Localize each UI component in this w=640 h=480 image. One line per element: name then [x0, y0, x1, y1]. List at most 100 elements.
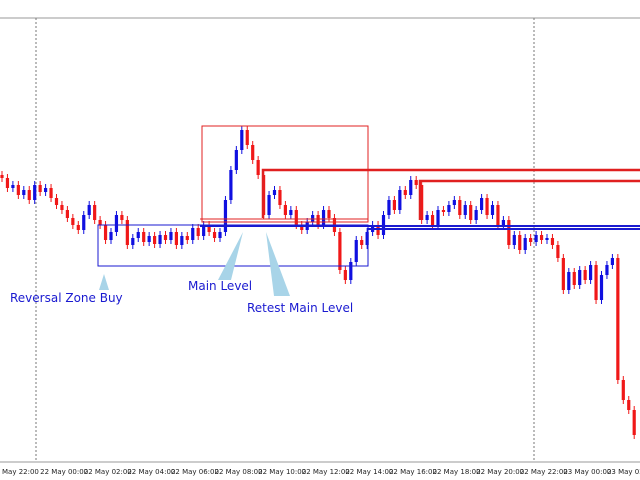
candle-body: [349, 262, 353, 280]
candle-body: [616, 258, 620, 380]
candle-body: [594, 265, 598, 300]
candle-body: [54, 198, 59, 205]
candle-body: [300, 225, 304, 230]
candle-body: [283, 205, 287, 215]
callout: [218, 232, 243, 280]
candle-body: [599, 275, 604, 300]
candle-body: [147, 236, 151, 242]
candle-body: [196, 228, 200, 236]
candle-body: [60, 205, 64, 210]
candle-body: [518, 235, 522, 250]
x-tick-label: 22 May 06:00: [171, 468, 219, 476]
x-tick-label: 22 May 18:00: [433, 468, 481, 476]
candle-body: [534, 235, 538, 242]
candle-body: [490, 205, 495, 215]
candle-body: [561, 258, 565, 290]
candle-body: [605, 265, 609, 275]
candle-body: [436, 210, 440, 225]
callout: [266, 232, 290, 296]
candle-body: [267, 195, 271, 215]
candle-body: [22, 190, 26, 195]
candle-body: [572, 272, 576, 285]
candle-body: [441, 210, 446, 212]
candle-body: [16, 185, 20, 195]
candle-body: [556, 245, 560, 258]
candle-body: [71, 218, 75, 225]
candle-body: [142, 232, 146, 242]
candle-body: [321, 210, 326, 225]
candle-body: [98, 220, 102, 225]
candle-body: [93, 205, 97, 220]
candle-body: [223, 200, 228, 232]
candle-body: [218, 232, 222, 238]
candle-body: [496, 205, 500, 225]
candle-body: [480, 198, 484, 210]
candle-body: [185, 236, 189, 240]
level-line: [418, 179, 640, 220]
annotation: Reversal Zone Buy: [10, 291, 123, 305]
candle-body: [278, 190, 282, 205]
candle-body: [82, 215, 86, 230]
candle-body: [512, 235, 516, 245]
x-tick-label: 22 May 16:00: [389, 468, 437, 476]
candle-body: [212, 232, 217, 238]
candle-body: [632, 410, 636, 435]
candle-body: [174, 232, 178, 245]
candle-body: [131, 238, 135, 245]
level-line: [261, 168, 640, 218]
candle-body: [180, 236, 184, 245]
annotation: Retest Main Level: [247, 301, 353, 315]
callout: [99, 274, 109, 290]
candle-body: [38, 185, 42, 192]
candle-body: [245, 130, 249, 145]
candle-body: [251, 145, 255, 160]
x-tick-label: 23 May 00:00: [563, 468, 611, 476]
candle-body: [87, 205, 91, 215]
candle-body: [578, 270, 582, 285]
candle-body: [430, 215, 435, 225]
candle-body: [27, 190, 31, 200]
candle-body: [550, 238, 555, 245]
candle-body: [354, 240, 358, 262]
candle-body: [507, 220, 511, 245]
candle-body: [0, 175, 4, 178]
x-tick-label: 23 May 02:00: [607, 468, 640, 476]
candle-body: [327, 210, 331, 218]
candle-body: [65, 210, 69, 218]
candles: [0, 126, 636, 439]
annotation: Main Level: [188, 279, 252, 293]
candle-body: [158, 235, 162, 244]
candle-body: [229, 170, 233, 200]
x-tick-label: 22 May 04:00: [127, 468, 175, 476]
x-tick-label: 22 May 22:00: [520, 468, 568, 476]
x-tick-label: 22 May 00:00: [40, 468, 88, 476]
candle-body: [103, 225, 108, 240]
candle-body: [125, 220, 129, 245]
x-tick-label: 22 May 12:00: [302, 468, 350, 476]
candle-body: [153, 236, 157, 244]
candle-body: [49, 188, 53, 198]
x-tick-label: 22 May 02:00: [84, 468, 132, 476]
candle-body: [343, 270, 347, 280]
candle-body: [5, 178, 10, 188]
candle-body: [414, 180, 418, 185]
candle-body: [114, 215, 119, 232]
candle-body: [365, 232, 369, 245]
candle-body: [545, 238, 549, 240]
annotations: Reversal Zone Buy Main Level Retest Main…: [10, 125, 640, 315]
candle-body: [33, 185, 37, 200]
candle-body: [191, 228, 195, 240]
candle-body: [136, 232, 140, 238]
candle-body: [485, 198, 489, 215]
candle-body: [447, 205, 451, 212]
candle-body: [420, 185, 424, 220]
candle-body: [207, 225, 211, 232]
candle-body: [398, 190, 402, 210]
candle-body: [589, 265, 593, 280]
candle-body: [294, 210, 298, 225]
x-tick-label: 22 May 20:00: [476, 468, 524, 476]
x-tick-label: May 22:00: [2, 468, 39, 476]
candle-body: [463, 205, 467, 215]
candle-body: [539, 235, 544, 240]
